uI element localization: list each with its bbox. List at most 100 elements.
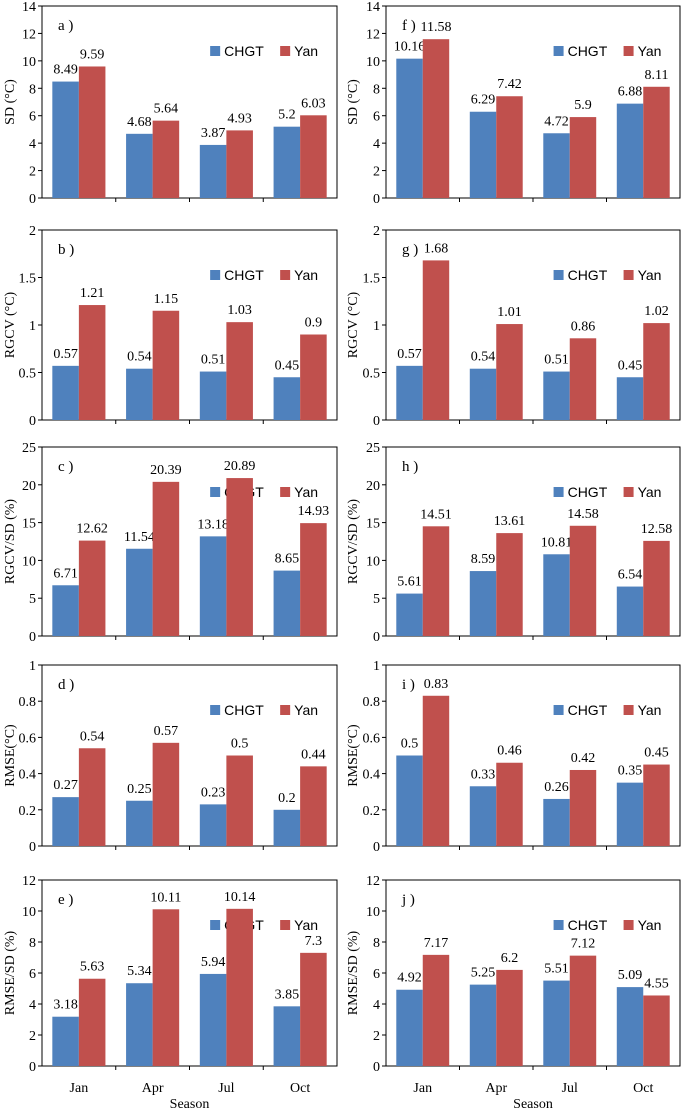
bar-chgt-oct [273, 809, 301, 846]
data-label: 20.89 [224, 459, 256, 474]
y-tick-label: 10 [366, 554, 380, 569]
bar-yan-jan [422, 526, 450, 636]
bar-yan-jul [569, 525, 597, 636]
y-tick-label: 6 [373, 967, 380, 982]
data-label: 9.59 [80, 47, 105, 62]
y-axis-title: RGCV (°C) [346, 291, 361, 358]
panel-f: 0 2 4 6 8 10 12 14 SD (°C) f ) CHGT Yan 10.16 11.58 6.… [346, 0, 681, 207]
data-label: 4.72 [544, 114, 569, 129]
data-label: 7.12 [571, 937, 596, 952]
data-label: 5.64 [154, 102, 179, 117]
legend-label-yan: Yan [638, 917, 662, 933]
bar-chgt-jan [396, 365, 423, 420]
data-label: 5.2 [278, 108, 296, 123]
bar-yan-apr [152, 742, 180, 846]
data-label: 0.57 [397, 347, 422, 362]
legend-swatch-yan [623, 487, 634, 497]
data-label: 0.54 [471, 350, 496, 365]
legend-swatch-yan [280, 920, 291, 930]
y-tick-label: 0 [373, 840, 380, 855]
legend-swatch-yan [623, 270, 634, 280]
data-label: 0.35 [618, 764, 643, 779]
y-tick-label: 0.2 [19, 804, 37, 819]
bar-yan-jan [422, 695, 450, 846]
y-tick-label: 14 [366, 0, 380, 15]
y-axis-title: RMSE/SD (%) [3, 930, 18, 1015]
bar-chgt-jan [52, 365, 79, 420]
data-label: 14.58 [567, 507, 599, 522]
bar-yan-jul [569, 117, 597, 198]
bar-chgt-apr [126, 133, 153, 198]
y-tick-label: 4 [373, 998, 380, 1013]
bar-chgt-jan [396, 58, 423, 198]
bar-yan-oct [300, 115, 327, 198]
data-label: 0.45 [644, 746, 669, 761]
y-tick-label: 12 [366, 27, 380, 42]
legend-label-yan: Yan [294, 43, 318, 59]
bar-yan-oct [300, 952, 327, 1066]
bar-yan-oct [300, 523, 327, 636]
y-tick-label: 4 [373, 137, 380, 152]
legend-label-chgt: CHGT [568, 702, 608, 718]
legend: CHGT Yan [553, 702, 661, 718]
y-tick-label: 5 [29, 592, 36, 607]
legend: CHGT Yan [210, 267, 318, 283]
legend-label-yan: Yan [294, 917, 318, 933]
legend-label-chgt: CHGT [568, 43, 608, 59]
bar-yan-jan [78, 66, 106, 198]
y-axis-title: RGCV/SD (%) [3, 499, 18, 585]
bar-yan-oct [300, 334, 327, 420]
data-label: 0.5 [401, 737, 419, 752]
data-label: 7.42 [497, 77, 522, 92]
y-tick-label: 1 [373, 659, 380, 674]
bar-yan-apr [496, 762, 523, 846]
legend-swatch-chgt [210, 920, 221, 930]
legend-label-yan: Yan [638, 267, 662, 283]
bar-chgt-oct [616, 103, 644, 198]
data-label: 8.11 [644, 68, 668, 83]
bar-chgt-apr [469, 111, 497, 198]
y-tick-label: 12 [22, 27, 36, 42]
bar-chgt-jul [543, 554, 570, 636]
bar-chgt-jul [199, 144, 227, 198]
data-label: 6.29 [471, 93, 496, 108]
legend: CHGT Yan [553, 267, 662, 283]
bar-chgt-oct [273, 570, 301, 636]
bar-yan-oct [300, 766, 327, 846]
data-label: 0.26 [544, 780, 569, 795]
panel-label: i ) [402, 677, 415, 693]
data-label: 8.59 [471, 552, 496, 567]
data-label: 4.55 [644, 976, 669, 991]
legend-swatch-chgt [553, 705, 564, 715]
x-axis-title: Season [513, 1097, 553, 1111]
bar-yan-oct [643, 540, 670, 636]
data-label: 4.68 [127, 115, 152, 130]
y-tick-label: 8 [29, 82, 36, 97]
legend-swatch-yan [623, 920, 634, 930]
bar-chgt-apr [126, 368, 153, 420]
data-label: 0.2 [278, 791, 296, 806]
data-label: 10.11 [150, 890, 181, 905]
y-tick-label: 8 [373, 82, 380, 97]
y-tick-label: 1 [373, 319, 380, 334]
bar-yan-jan [78, 748, 106, 846]
bar-chgt-jan [396, 989, 423, 1066]
y-tick-label: 0 [373, 630, 380, 645]
y-tick-label: 12 [22, 874, 36, 889]
y-tick-label: 2 [373, 1029, 380, 1044]
data-label: 5.94 [201, 955, 226, 970]
y-tick-label: 0 [29, 414, 36, 429]
y-tick-label: 6 [29, 110, 36, 125]
x-category-label: Oct [290, 1081, 310, 1096]
y-tick-label: 10 [22, 55, 36, 70]
y-tick-label: 2 [29, 1029, 36, 1044]
legend-label-yan: Yan [638, 43, 662, 59]
legend-swatch-chgt [553, 920, 564, 930]
data-label: 3.87 [201, 126, 226, 141]
legend-swatch-yan [623, 705, 634, 715]
y-tick-label: 12 [366, 874, 380, 889]
bar-chgt-apr [469, 368, 497, 420]
legend-label-chgt: CHGT [224, 43, 264, 59]
